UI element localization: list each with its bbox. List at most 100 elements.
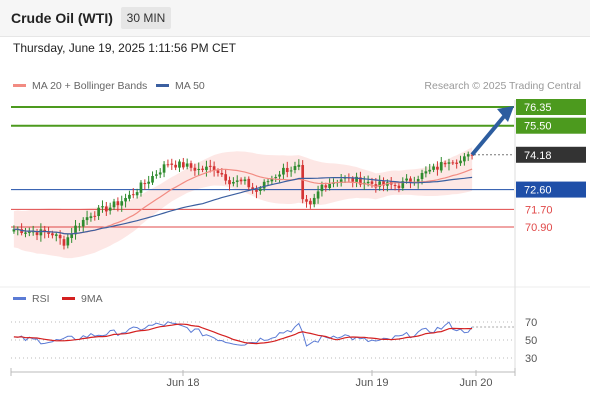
candle-body xyxy=(424,171,428,174)
candle-body xyxy=(366,181,370,184)
candle-body xyxy=(393,185,397,187)
candle-body xyxy=(54,234,58,236)
candle-body xyxy=(266,181,270,183)
bollinger-band xyxy=(13,147,473,259)
candle-body xyxy=(378,181,382,187)
candle-body xyxy=(232,181,235,184)
candle-body xyxy=(285,167,289,173)
candle-body xyxy=(351,178,355,182)
forecast-arrow xyxy=(470,112,508,157)
candle-body xyxy=(305,199,308,202)
candle-body xyxy=(316,191,320,199)
candle-body xyxy=(224,174,228,181)
candle-body xyxy=(135,192,139,196)
candle-body xyxy=(235,180,239,182)
candle-body xyxy=(309,200,312,205)
candle-body xyxy=(455,162,459,164)
candle-body xyxy=(270,178,274,182)
rsi-tick-label: 50 xyxy=(525,335,537,347)
candle-body xyxy=(320,184,324,192)
candle-body xyxy=(31,231,35,233)
legend-9ma-label: 9MA xyxy=(81,293,103,305)
candle-body xyxy=(51,233,54,236)
candle-body xyxy=(289,170,293,172)
candle-body xyxy=(247,178,251,188)
candle-body xyxy=(216,170,220,173)
rsi-line xyxy=(13,321,473,347)
candle-body xyxy=(459,160,462,164)
candle-body xyxy=(274,177,278,179)
ma20-swatch xyxy=(13,83,26,87)
candle-body xyxy=(27,231,31,233)
candle-body xyxy=(370,181,374,184)
ma50-swatch xyxy=(156,83,169,87)
candle-body xyxy=(432,166,435,170)
candle-body xyxy=(205,166,208,171)
candle-body xyxy=(174,164,177,168)
instrument-title: Crude Oil (WTI) xyxy=(11,10,113,26)
candle-body xyxy=(220,172,224,175)
candle-body xyxy=(62,239,66,246)
candle-body xyxy=(35,232,39,236)
candle-body xyxy=(463,156,466,162)
candle-body xyxy=(470,154,474,156)
candle-body xyxy=(108,207,112,211)
candle-body xyxy=(151,175,154,183)
candle-body xyxy=(128,194,131,199)
candle-body xyxy=(166,164,170,166)
candle-body xyxy=(143,183,147,185)
candle-body xyxy=(155,174,158,176)
candle-body xyxy=(243,179,247,182)
legend-rsi-label: RSI xyxy=(32,293,50,305)
x-tick-label: Jun 18 xyxy=(166,377,199,389)
candle-body xyxy=(81,219,85,227)
candle-body xyxy=(439,162,443,171)
candle-body xyxy=(328,183,331,189)
candle-body xyxy=(131,194,135,196)
legend-ma50-label: MA 50 xyxy=(175,80,205,92)
interval-button[interactable]: 30 MIN xyxy=(121,7,171,29)
candle-body xyxy=(382,181,385,186)
candle-body xyxy=(162,164,166,173)
level-label-74.18: 74.18 xyxy=(524,150,552,162)
candle-body xyxy=(212,166,216,171)
candle-body xyxy=(359,177,362,185)
candle-body xyxy=(39,229,43,236)
ma50-line xyxy=(13,176,473,235)
candle-body xyxy=(262,181,266,189)
candle-body xyxy=(301,165,305,200)
candle-body xyxy=(355,176,358,182)
legend-ma20: MA 20 + Bollinger Bands xyxy=(13,80,147,92)
candle-body xyxy=(401,181,405,189)
legend-ma20-label: MA 20 + Bollinger Bands xyxy=(32,80,148,92)
candle-body xyxy=(208,165,212,167)
candle-body xyxy=(339,179,343,183)
legend-ma50: MA 50 xyxy=(156,80,205,92)
x-tick-label: Jun 19 xyxy=(355,377,388,389)
candle-body xyxy=(282,167,285,175)
level-tag-74.18 xyxy=(516,146,586,163)
candle-body xyxy=(74,225,77,235)
level-label-71.70: 71.70 xyxy=(525,204,553,216)
candle-body xyxy=(297,164,301,167)
level-label-70.90: 70.90 xyxy=(525,222,553,234)
rsi-tick-label: 30 xyxy=(525,353,537,365)
candle-body xyxy=(409,178,412,182)
candle-body xyxy=(447,162,451,164)
candle-body xyxy=(397,185,401,189)
candle-body xyxy=(451,162,455,164)
candle-body xyxy=(405,178,408,181)
candle-body xyxy=(324,185,328,188)
candle-body xyxy=(416,179,420,183)
candle-body xyxy=(197,168,201,170)
candle-body xyxy=(20,229,23,234)
rsi-ma-line xyxy=(13,323,473,345)
candle-body xyxy=(24,232,27,234)
candle-body xyxy=(104,206,108,212)
candle-body xyxy=(89,216,93,219)
level-label-75.50: 75.50 xyxy=(524,121,552,133)
x-tick-label: Jun 20 xyxy=(459,377,492,389)
candle-body xyxy=(420,173,424,180)
